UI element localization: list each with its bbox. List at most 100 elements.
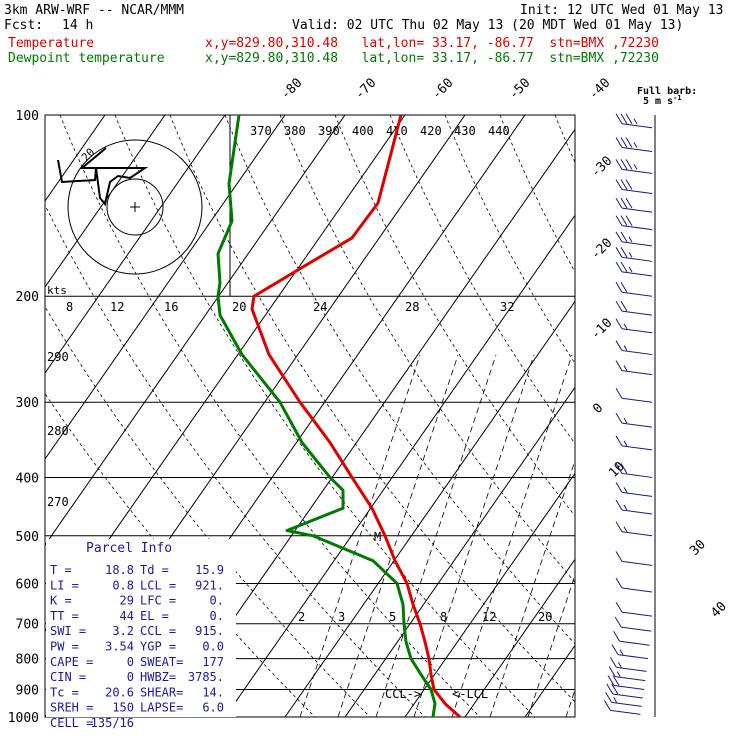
parcel-panel-bg: [46, 539, 236, 717]
isotherm-line: [45, 115, 166, 288]
barb-flag: [615, 197, 623, 209]
forecast-label: Fcst:: [4, 18, 44, 33]
parcel-value: 3.2: [112, 624, 134, 638]
barb-half-flag: [617, 662, 622, 668]
wind-barb: [615, 412, 653, 428]
parcel-key: TT =: [50, 609, 79, 623]
wind-barb: [605, 692, 642, 707]
barb-flag: [625, 159, 633, 170]
pressure-tick-label: 500: [16, 530, 39, 545]
barb-shaft: [621, 350, 653, 356]
parcel-value: 0: [127, 670, 134, 684]
barb-flag: [614, 616, 622, 628]
parcel-key: Tc =: [50, 685, 79, 699]
isotherm-label: -20: [588, 236, 615, 263]
wind-barb: [615, 197, 653, 213]
pressure-tick-labels: 100 200 300 400 500 600 700 800 900 1000: [8, 109, 39, 726]
wind-barbs: [603, 113, 653, 715]
barb-flag: [611, 644, 619, 655]
wind-barb: [615, 435, 653, 451]
parcel-info-panel: Parcel Info T = 18.8 Td = 15.9 LI = 0.8 LCL = 92…: [46, 539, 236, 730]
parcel-key: LCL =: [140, 578, 176, 592]
barb-flag: [608, 666, 616, 677]
barb-flag: [625, 215, 633, 226]
parcel-value: 18.8: [105, 563, 134, 577]
parcel-value: 0.: [210, 594, 224, 608]
barb-flag: [615, 261, 623, 273]
wind-barb: [615, 113, 653, 129]
theta-e-label: 430: [454, 124, 476, 138]
init-time: Init: 12 UTC Wed 01 May 13: [520, 3, 724, 18]
m-marker: M: [374, 530, 381, 544]
theta-e-label: 380: [284, 124, 306, 138]
wind-barb: [615, 482, 653, 497]
barb-shaft: [621, 560, 653, 566]
mixing-ratio-label: 12: [482, 610, 496, 624]
pressure-tick-label: 800: [16, 653, 39, 668]
theta-e-label: 420: [420, 124, 442, 138]
wind-barb: [611, 644, 649, 660]
hodograph-ring-label: 24: [313, 300, 327, 314]
parcel-key: CIN =: [50, 670, 86, 684]
barb-flag: [615, 601, 623, 613]
barb-flag: [615, 300, 623, 312]
isotherm-line: [45, 115, 226, 374]
parcel-value: 921.: [195, 578, 224, 592]
sounding-series: [216, 114, 461, 719]
barb-half-flag: [623, 526, 628, 533]
barb-half-flag: [633, 164, 638, 170]
parcel-value: 14.: [202, 685, 224, 699]
hodograph-trace: [57, 147, 149, 207]
barb-shaft: [613, 684, 645, 690]
parcel-value: 915.: [195, 624, 224, 638]
barb-shaft: [621, 531, 653, 537]
barb-flag: [620, 159, 628, 170]
hodograph-ring-label: 28: [405, 300, 419, 314]
barb-half-flag: [623, 504, 628, 511]
barb-flag: [615, 247, 623, 258]
barb-half-flag: [623, 417, 628, 424]
isotherm-line: [645, 115, 740, 717]
barb-flag: [615, 215, 623, 226]
temperature-location: x,y=829.80,310.48 lat,lon= 33.17, -86.77…: [205, 36, 659, 51]
isotherm-label: -70: [352, 76, 379, 103]
barb-flag: [615, 499, 623, 511]
wind-barb: [615, 215, 653, 231]
isotherm-label: -80: [278, 76, 305, 103]
barb-half-flag: [633, 142, 638, 148]
parcel-value: 20.6: [105, 685, 134, 699]
wind-barb: [615, 499, 653, 515]
barb-flag: [620, 300, 628, 312]
parcel-key: K =: [50, 594, 72, 608]
valid-time: Valid: 02 UTC Thu 02 May 13 (20 MDT Wed …: [292, 18, 684, 33]
parcel-key: SREH =: [50, 701, 93, 715]
barb-flag: [615, 159, 623, 170]
wind-barb: [615, 360, 653, 376]
model-title: 3km ARW-WRF -- NCAR/MMM: [4, 3, 185, 18]
barb-shaft: [621, 207, 653, 213]
parcel-value: 15.9: [195, 563, 224, 577]
dry-adiabat: [45, 203, 426, 717]
barb-shaft: [621, 147, 653, 153]
barb-flag: [625, 137, 633, 148]
barb-legend-line2: 5 m s-1: [643, 94, 682, 107]
mixing-ratio-label: 8: [440, 610, 447, 624]
hodograph-ring-inner: [106, 178, 164, 236]
barb-shaft: [616, 666, 647, 672]
wind-barb: [615, 463, 653, 478]
isotherm-line: [524, 644, 575, 717]
parcel-value: 0.0: [202, 640, 224, 654]
barb-shaft: [621, 397, 653, 403]
barb-flag: [606, 683, 614, 695]
theta-label: 270: [47, 495, 69, 509]
parcel-key: EL =: [140, 609, 169, 623]
barb-shaft: [621, 123, 653, 129]
pressure-tick-label: 200: [16, 290, 39, 305]
dry-adiabat: [554, 115, 575, 164]
hodograph-ring-label: 20: [232, 300, 246, 314]
theta-e-label: 400: [352, 124, 374, 138]
theta-label: 280: [47, 424, 69, 438]
